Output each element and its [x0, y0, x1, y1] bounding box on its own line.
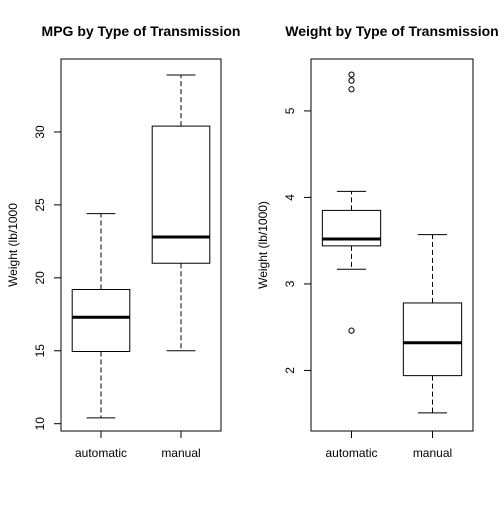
y-axis-label: Weight (lb/1000) — [256, 201, 270, 289]
box-body — [71, 288, 131, 352]
box-automatic — [71, 213, 131, 419]
y-tick-label: 4 — [283, 194, 297, 201]
box-body — [151, 125, 211, 264]
y-axis-label: Weight (lb/1000 — [6, 203, 20, 287]
plot-frame — [60, 58, 222, 432]
box-manual — [151, 74, 211, 352]
x-tick-label: manual — [413, 446, 452, 460]
y-tick-label: 20 — [33, 271, 47, 285]
chart-title: MPG by Type of Transmission — [42, 23, 241, 39]
y-tick-label: 3 — [283, 280, 297, 287]
y-tick-label: 25 — [33, 198, 47, 212]
x-tick-label: automatic — [75, 446, 127, 460]
y-tick-label: 10 — [33, 417, 47, 431]
mpg-panel: MPG by Type of Transmission Weight (lb/10… — [6, 23, 240, 460]
box-automatic — [321, 71, 382, 334]
outlier-point — [348, 327, 355, 334]
chart-title: Weight by Type of Transmission — [285, 23, 498, 39]
box-manual — [402, 234, 463, 414]
y-tick-label: 15 — [33, 344, 47, 358]
box-body — [402, 302, 463, 377]
plot-frame — [310, 58, 474, 432]
x-tick-label: manual — [161, 446, 200, 460]
y-tick-label: 2 — [283, 367, 297, 374]
box-body — [321, 209, 382, 247]
outlier-point — [348, 71, 355, 78]
weight-panel: Weight by Type of Transmission Weight (lb… — [256, 23, 499, 460]
y-tick-label: 30 — [33, 125, 47, 139]
outlier-point — [348, 77, 355, 84]
outlier-point — [348, 86, 355, 93]
y-tick-label: 5 — [283, 107, 297, 114]
x-tick-label: automatic — [325, 446, 377, 460]
